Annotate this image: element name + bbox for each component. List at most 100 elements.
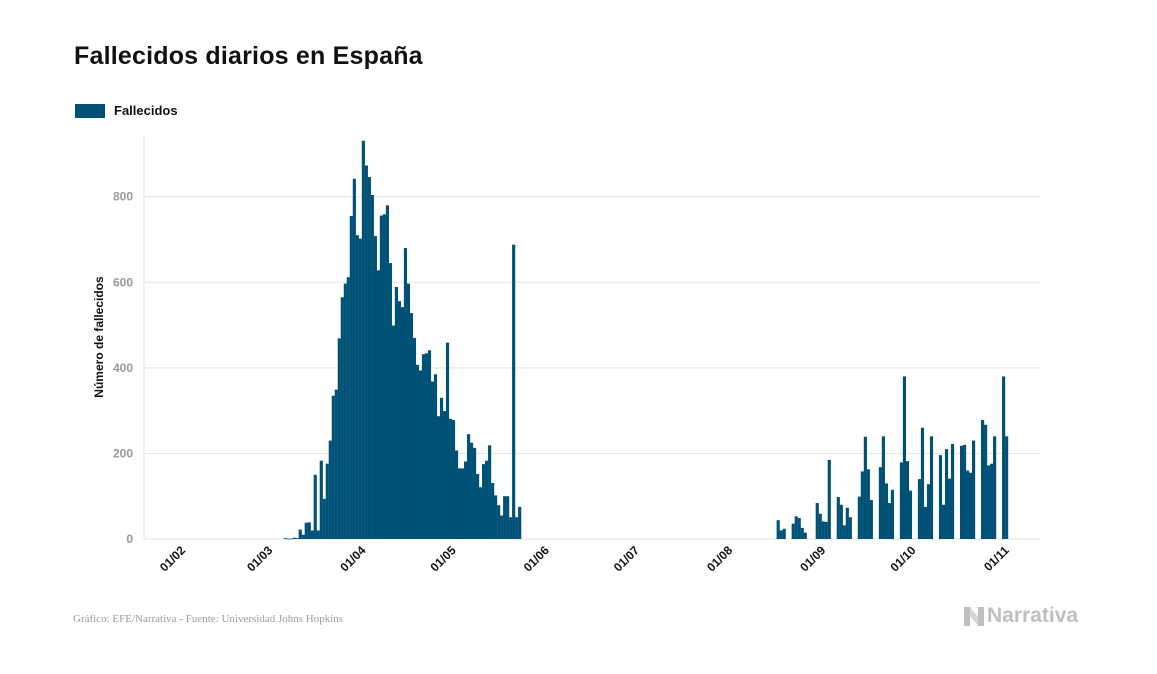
y-axis-label: Número de fallecidos bbox=[92, 276, 106, 398]
bar bbox=[842, 525, 846, 539]
bar bbox=[878, 467, 882, 539]
y-tick-label: 800 bbox=[113, 190, 133, 204]
bar bbox=[944, 449, 949, 539]
bar bbox=[776, 520, 780, 539]
bar bbox=[391, 325, 395, 539]
bar bbox=[418, 370, 423, 539]
bar bbox=[319, 460, 323, 539]
bar bbox=[316, 530, 320, 539]
x-tick-label: 01/07 bbox=[611, 543, 642, 574]
x-tick-label: 01/10 bbox=[887, 543, 918, 574]
bar bbox=[509, 517, 513, 539]
bar bbox=[286, 538, 290, 540]
bar bbox=[821, 521, 825, 539]
x-tick-label: 01/05 bbox=[428, 543, 459, 574]
bar bbox=[836, 497, 840, 539]
bar bbox=[920, 427, 925, 539]
bar bbox=[866, 469, 870, 539]
bar bbox=[981, 420, 985, 539]
bar bbox=[926, 484, 931, 539]
bar bbox=[515, 517, 519, 539]
bar bbox=[1002, 376, 1006, 539]
bar bbox=[959, 445, 964, 539]
x-tick-label: 01/06 bbox=[521, 543, 552, 574]
bar bbox=[367, 177, 371, 540]
bar bbox=[409, 313, 414, 539]
bar bbox=[358, 238, 362, 539]
bar bbox=[388, 263, 392, 539]
bar-series bbox=[283, 140, 1009, 540]
bar bbox=[343, 283, 347, 539]
bar bbox=[283, 538, 287, 539]
bar bbox=[442, 411, 447, 539]
bar bbox=[482, 464, 486, 539]
bar bbox=[984, 424, 988, 539]
bar bbox=[467, 434, 471, 539]
bar bbox=[965, 470, 970, 539]
bar bbox=[337, 338, 341, 539]
bar bbox=[476, 473, 480, 539]
bar bbox=[331, 395, 335, 539]
x-tick-label: 01/04 bbox=[337, 543, 368, 574]
bar bbox=[962, 444, 967, 539]
bar bbox=[313, 474, 317, 539]
bar bbox=[292, 537, 296, 539]
bar bbox=[488, 445, 492, 539]
bar bbox=[352, 178, 356, 539]
bar bbox=[298, 529, 302, 539]
bar bbox=[815, 503, 819, 539]
bar bbox=[479, 487, 483, 539]
y-tick-label: 400 bbox=[113, 361, 133, 375]
bar bbox=[845, 507, 849, 539]
y-tick-labels: 0 200 400 600 800 bbox=[113, 190, 133, 546]
bar bbox=[328, 440, 332, 539]
bar bbox=[307, 522, 311, 539]
bar bbox=[908, 490, 913, 539]
bar bbox=[301, 534, 305, 539]
bar bbox=[485, 460, 489, 539]
bar bbox=[905, 461, 910, 539]
bar bbox=[503, 496, 507, 539]
narrativa-logo: Narrativa bbox=[964, 604, 1078, 628]
bar bbox=[969, 472, 973, 539]
bar bbox=[361, 140, 365, 539]
x-tick-label: 01/08 bbox=[704, 543, 735, 574]
bar bbox=[457, 468, 462, 539]
bar bbox=[322, 498, 326, 539]
bar bbox=[782, 528, 786, 539]
bar bbox=[451, 420, 456, 539]
bar bbox=[310, 530, 314, 539]
bar bbox=[421, 354, 426, 539]
bar bbox=[439, 397, 444, 539]
bar bbox=[349, 215, 353, 540]
bar bbox=[1005, 436, 1009, 539]
bar bbox=[412, 337, 417, 539]
bar bbox=[470, 442, 474, 539]
x-tick-labels: 01/02 01/03 01/04 01/05 01/06 01/07 01/08 01/09… bbox=[157, 543, 1012, 574]
bar bbox=[400, 307, 405, 539]
bar bbox=[500, 515, 504, 539]
bar bbox=[497, 505, 501, 539]
bar bbox=[304, 522, 308, 539]
bar bbox=[818, 513, 822, 539]
bar bbox=[427, 350, 432, 539]
bar bbox=[325, 463, 329, 539]
bar bbox=[295, 538, 299, 539]
bar bbox=[890, 489, 894, 539]
y-tick-label: 600 bbox=[113, 275, 133, 289]
bar bbox=[433, 374, 438, 539]
bar bbox=[436, 416, 441, 539]
bar bbox=[797, 518, 801, 539]
bar bbox=[403, 248, 408, 539]
bar bbox=[385, 205, 389, 540]
legend: Fallecidos bbox=[75, 103, 178, 118]
bar bbox=[382, 214, 386, 539]
bar bbox=[950, 444, 955, 539]
bar bbox=[794, 516, 798, 539]
bar bbox=[902, 376, 907, 539]
bar bbox=[938, 455, 943, 539]
bar bbox=[491, 482, 495, 539]
bar bbox=[415, 364, 420, 539]
x-tick-label: 01/09 bbox=[797, 543, 828, 574]
